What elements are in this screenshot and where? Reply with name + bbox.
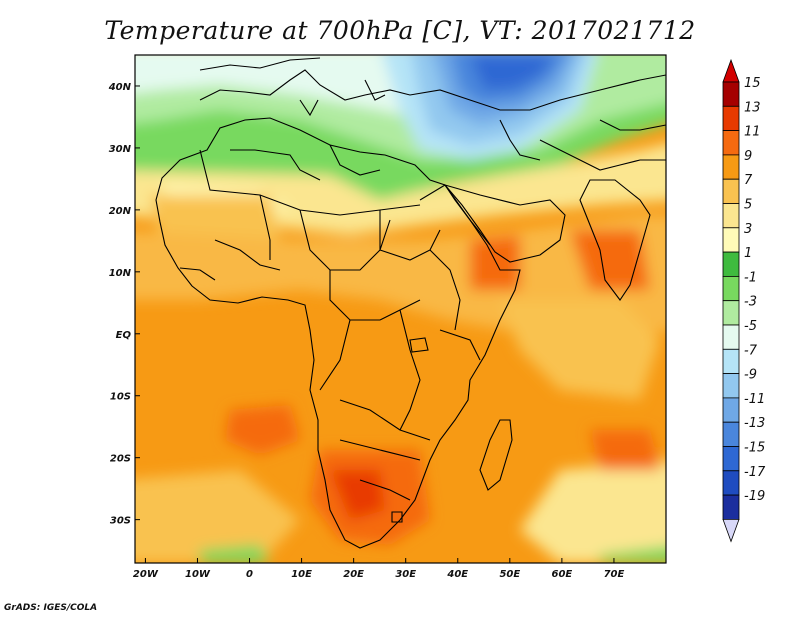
chart-title: Temperature at 700hPa [C], VT: 201702171… [104,16,696,45]
colorbar-swatch [722,300,740,326]
temperature-field [135,55,666,563]
lat-tick-label: 20S [110,454,131,465]
colorbar-label: -3 [744,295,757,310]
lat-tick-label: 40N [108,82,132,93]
colorbar-top-arrow [722,58,740,83]
colorbar-label: -17 [744,465,766,480]
lat-tick-label: 30S [110,516,131,527]
lon-tick-label: 10E [291,569,312,580]
colorbar-swatch [722,81,740,107]
map-frame [134,54,667,564]
lat-tick-label: EQ [116,330,132,341]
colorbar-swatch [722,494,740,520]
lon-tick-label: 20E [343,569,364,580]
lon-tick-label: 20W [133,569,159,580]
colorbar-swatch [722,397,740,423]
lon-tick-label: 60E [552,569,573,580]
colorbar-label: 3 [744,222,752,237]
colorbar-swatch [722,373,740,399]
colorbar-swatch [722,130,740,156]
colorbar-swatch [722,275,740,302]
colorbar-swatch [722,203,740,229]
lon-tick-label: 0 [246,569,253,580]
colorbar-label: -19 [744,489,765,504]
colorbar-bottom-arrow [722,519,740,543]
coastlines [155,57,666,549]
colorbar-label: 1 [744,246,752,261]
lon-tick-label: 70E [604,569,625,580]
colorbar-swatch [722,251,740,277]
colorbar-swatch [722,446,740,472]
longitude-axis: 20W 10W 0 10E 20E 30E 40E 50E 60E 70E [133,558,625,580]
colorbar-swatch [722,154,740,180]
lon-tick-label: 40E [446,569,468,580]
lat-tick-label: 10S [110,392,131,403]
lat-tick-label: 10N [109,268,132,279]
colorbar-swatch [722,421,740,447]
latitude-axis: 40N 30N 20N 10N EQ 10S 20S 30S [108,82,140,527]
colorbar-label: 9 [744,149,752,164]
colorbar-label: -13 [744,416,765,431]
colorbar-label: -5 [744,319,757,334]
colorbar-label: 5 [744,198,752,213]
grads-credit: GrADS: IGES/COLA [4,603,98,613]
lon-tick-label: 50E [499,569,520,580]
colorbar-swatch [722,470,740,496]
lon-tick-label: 10W [185,569,211,580]
colorbar-label: 13 [744,100,761,115]
colorbar-legend: 15 13 11 9 7 5 3 1 -1 -3 -5 -7 -9 -11 -13 -15 -17 -19 [722,58,766,543]
colorbar-swatch [722,178,740,204]
colorbar-label: -11 [744,392,765,407]
colorbar-swatch [722,105,740,132]
colorbar-label: -1 [744,270,757,285]
colorbar-swatch [722,227,740,253]
lat-tick-label: 20N [109,206,132,217]
colorbar-swatch [722,324,740,350]
colorbar-label: 7 [744,173,753,188]
colorbar-label: -9 [744,368,757,383]
lon-tick-label: 30E [395,569,416,580]
colorbar-label: 11 [744,125,761,140]
colorbar-swatch [722,348,740,374]
colorbar-label: -15 [744,441,765,456]
lat-tick-label: 30N [109,144,132,155]
colorbar-label: 15 [744,76,761,91]
colorbar-label: -7 [744,343,758,358]
